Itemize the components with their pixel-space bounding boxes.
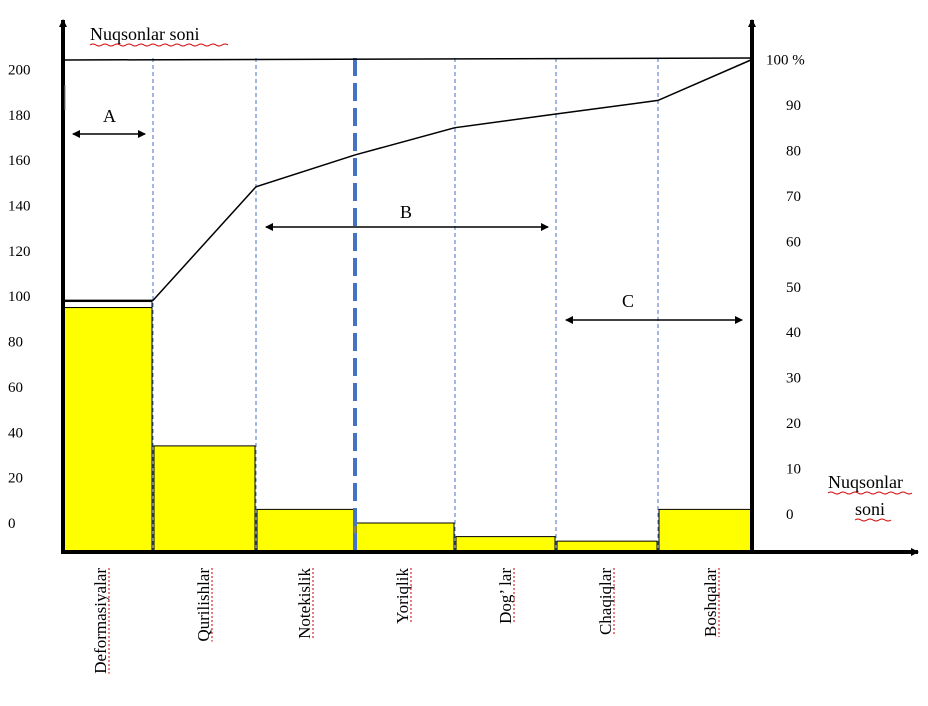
bar-4 — [355, 522, 455, 553]
spellcheck-underline — [89, 43, 229, 47]
right-tick-label: 50 — [786, 280, 801, 296]
left-tick-label: 120 — [8, 244, 31, 260]
right-tick-label: 20 — [786, 416, 801, 432]
left-tick-label: 40 — [8, 425, 23, 441]
right-tick-label: 10 — [786, 462, 801, 478]
left-tick-label: 20 — [8, 471, 23, 487]
left-tick-label: 0 — [8, 516, 16, 532]
bar-1 — [63, 307, 153, 553]
x-axis-label-line1: Nuqsonlar — [828, 472, 903, 492]
left-tick-label: 200 — [8, 62, 31, 78]
category-label: Deformasiyalar — [91, 568, 110, 674]
left-tick-label: 140 — [8, 198, 31, 214]
left-tick-label: 100 — [8, 289, 31, 305]
spellcheck-underline — [827, 491, 913, 495]
hundred-percent-line — [62, 57, 753, 61]
bar-5 — [455, 536, 556, 553]
left-tick-label: 180 — [8, 108, 31, 124]
category-label: Dog’ lar — [496, 568, 515, 624]
x-axis-label-line2: soni — [855, 499, 885, 519]
left-tick-label: 80 — [8, 335, 23, 351]
right-tick-label: 70 — [786, 189, 801, 205]
group-B-label: B — [400, 202, 412, 222]
bar-1-cap — [63, 301, 153, 309]
category-label: Yoriqlik — [393, 568, 412, 624]
spellcheck-underline — [854, 518, 892, 522]
left-tick-label: 160 — [8, 153, 31, 169]
right-tick-label: 80 — [786, 143, 801, 159]
left-tick-label: 60 — [8, 380, 23, 396]
bar-3 — [256, 508, 355, 553]
category-label: Notekislik — [295, 568, 314, 639]
group-A-label: A — [103, 106, 116, 126]
category-label: Boshqalar — [701, 568, 720, 637]
right-tick-label: 100 % — [766, 53, 805, 69]
right-tick-label: 30 — [786, 371, 801, 387]
cumulative-line — [63, 58, 753, 302]
y-axis-label: Nuqsonlar soni — [90, 24, 200, 44]
right-tick-label: 0 — [786, 507, 794, 523]
category-label: Chaqiqlar — [596, 568, 615, 635]
group-C-label: C — [622, 291, 634, 311]
right-tick-label: 90 — [786, 98, 801, 114]
right-tick-label: 40 — [786, 325, 801, 341]
bar-7 — [658, 508, 752, 553]
right-tick-label: 60 — [786, 234, 801, 250]
bar-2 — [153, 445, 256, 553]
category-label: Qurilishlar — [194, 568, 213, 642]
